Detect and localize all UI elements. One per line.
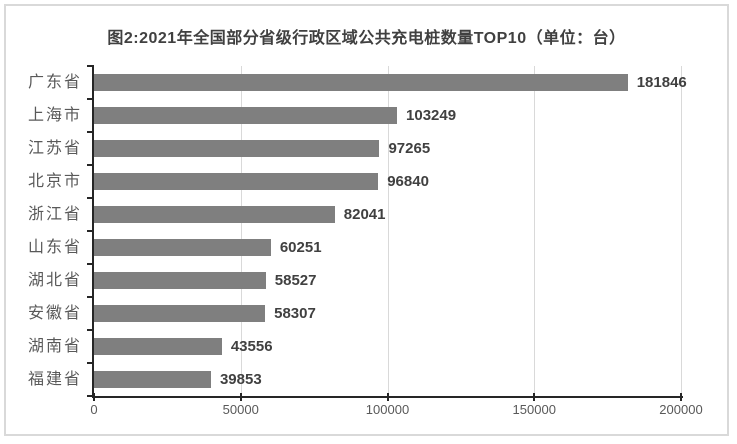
x-axis-tick-labels: 0 50000 100000 150000 200000: [0, 402, 737, 422]
category-label: 福建省: [27, 371, 82, 388]
bar-value-label: 43556: [230, 338, 273, 355]
bar: [94, 338, 222, 355]
bar-value-label: 97265: [388, 140, 431, 157]
y-axis-tick: [87, 197, 94, 199]
bar: [94, 371, 211, 388]
category-label: 广东省: [27, 74, 82, 91]
gridline: [240, 66, 242, 396]
x-tick-label: 150000: [512, 402, 556, 417]
category-label: 湖南省: [27, 338, 82, 355]
y-axis-tick: [87, 131, 94, 133]
category-label: 浙江省: [27, 206, 82, 223]
chart-title: 图2:2021年全国部分省级行政区域公共充电桩数量TOP10（单位：台）: [107, 30, 626, 47]
gridline: [387, 66, 389, 396]
y-axis-tick: [87, 230, 94, 232]
category-label: 上海市: [27, 107, 82, 124]
y-axis-tick: [87, 263, 94, 265]
bar: [94, 272, 266, 289]
x-tick-label: 0: [90, 402, 98, 417]
gridline: [681, 66, 682, 396]
bar: [94, 206, 335, 223]
plot-area: 181846 103249 97265 96840 82041 60251 58527 583…: [94, 66, 687, 396]
y-axis-tick: [87, 98, 94, 100]
category-label: 湖北省: [27, 272, 82, 289]
x-axis-tick: [533, 393, 536, 401]
bar-value-label: 103249: [406, 107, 457, 124]
category-label: 山东省: [27, 239, 82, 256]
y-axis-tick: [87, 329, 94, 331]
y-axis-line: [92, 66, 94, 398]
bar-value-label: 39853: [219, 371, 262, 388]
x-axis-tick: [680, 393, 682, 401]
y-axis-tick: [87, 65, 94, 67]
x-tick-label: 50000: [222, 402, 259, 417]
bar-value-label: 96840: [387, 173, 429, 190]
category-axis-labels: 广东省上海市江苏省北京市浙江省山东省湖北省安徽省湖南省福建省: [6, 66, 82, 396]
y-axis-tick: [87, 164, 94, 166]
y-axis-tick: [87, 296, 94, 298]
bar-value-label: 60251: [279, 239, 322, 256]
bar-value-label: 181846: [636, 74, 687, 91]
bar: [94, 140, 380, 157]
x-axis-tick: [386, 393, 389, 401]
gridline: [534, 66, 536, 396]
bar-value-label: 58527: [274, 272, 317, 289]
x-tick-label: 100000: [365, 402, 410, 417]
x-axis-tick: [239, 393, 242, 401]
y-axis-tick: [87, 362, 94, 364]
y-axis-tick: [87, 395, 94, 397]
category-label: 江苏省: [27, 140, 82, 157]
category-label: 安徽省: [27, 305, 82, 322]
x-tick-label: 200000: [659, 402, 703, 417]
bar: [94, 107, 398, 124]
x-axis-tick: [93, 393, 95, 401]
category-label: 北京市: [27, 173, 82, 190]
bar-value-label: 58307: [274, 305, 316, 322]
bar-value-label: 82041: [343, 206, 386, 223]
bar: [94, 305, 266, 322]
bar: [94, 74, 628, 91]
bar: [94, 239, 271, 256]
bar: [94, 173, 379, 190]
